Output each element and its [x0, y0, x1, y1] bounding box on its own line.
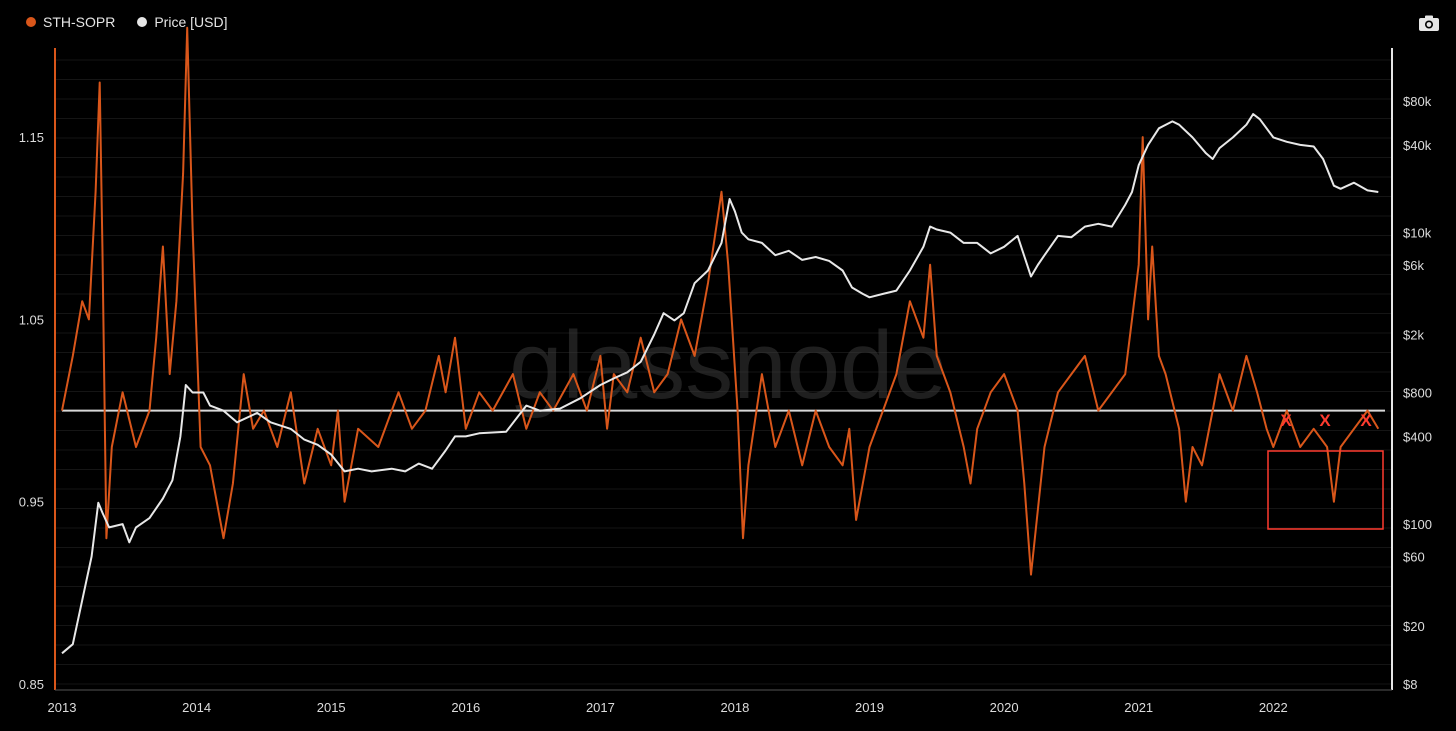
- right-tick-label: $80k: [1403, 94, 1432, 109]
- watermark: glassnode: [509, 312, 947, 419]
- grid-lines: [55, 59, 1392, 685]
- legend-dot-sth-sopr: [26, 17, 36, 27]
- left-tick-label: 0.95: [19, 495, 44, 510]
- x-mark-2: X: [1319, 411, 1331, 430]
- left-tick-label: 1.05: [19, 312, 44, 327]
- right-tick-label: $100: [1403, 517, 1432, 532]
- legend-label-price: Price [USD]: [154, 14, 228, 30]
- right-tick-label: $2k: [1403, 328, 1424, 343]
- left-axis-ticks: 0.85 0.95 1.05 1.15: [19, 130, 44, 692]
- legend: STH-SOPR Price [USD]: [26, 14, 227, 30]
- series-line-price: [61, 113, 1379, 655]
- x-tick-label: 2020: [990, 700, 1019, 715]
- right-tick-label: $40k: [1403, 138, 1432, 153]
- highlight-rectangle: [1267, 450, 1384, 530]
- right-tick-label: $60: [1403, 550, 1425, 565]
- right-tick-label: $8: [1403, 677, 1417, 692]
- x-tick-label: 2019: [855, 700, 884, 715]
- x-axis-ticks: 2013 2014 2015 2016 2017 2018 2019 2020 2021 2022: [48, 700, 1288, 715]
- left-tick-label: 1.15: [19, 130, 44, 145]
- right-tick-label: $6k: [1403, 258, 1424, 273]
- x-tick-label: 2016: [451, 700, 480, 715]
- legend-item-sth-sopr[interactable]: STH-SOPR: [26, 14, 115, 30]
- camera-icon[interactable]: [1418, 14, 1440, 32]
- x-tick-label: 2018: [720, 700, 749, 715]
- x-tick-label: 2022: [1259, 700, 1288, 715]
- right-axis-ticks: $8 $20 $60 $100 $400 $800 $2k $6k $10k $40k $80k: [1403, 94, 1432, 692]
- x-tick-label: 2013: [48, 700, 77, 715]
- x-tick-label: 2021: [1124, 700, 1153, 715]
- series-line-sth-sopr: [61, 26, 1380, 576]
- right-tick-label: $20: [1403, 619, 1425, 634]
- legend-label-sth-sopr: STH-SOPR: [43, 14, 116, 30]
- right-tick-label: $10k: [1403, 226, 1432, 241]
- x-tick-label: 2017: [586, 700, 615, 715]
- legend-item-price[interactable]: Price [USD]: [137, 14, 227, 30]
- x-tick-label: 2015: [317, 700, 346, 715]
- right-tick-label: $800: [1403, 386, 1432, 401]
- x-mark-1: X: [1280, 411, 1292, 430]
- x-tick-label: 2014: [182, 700, 211, 715]
- legend-dot-price: [137, 17, 148, 27]
- left-tick-label: 0.85: [19, 677, 44, 692]
- x-mark-3: X: [1360, 411, 1372, 430]
- right-tick-label: $400: [1403, 429, 1432, 444]
